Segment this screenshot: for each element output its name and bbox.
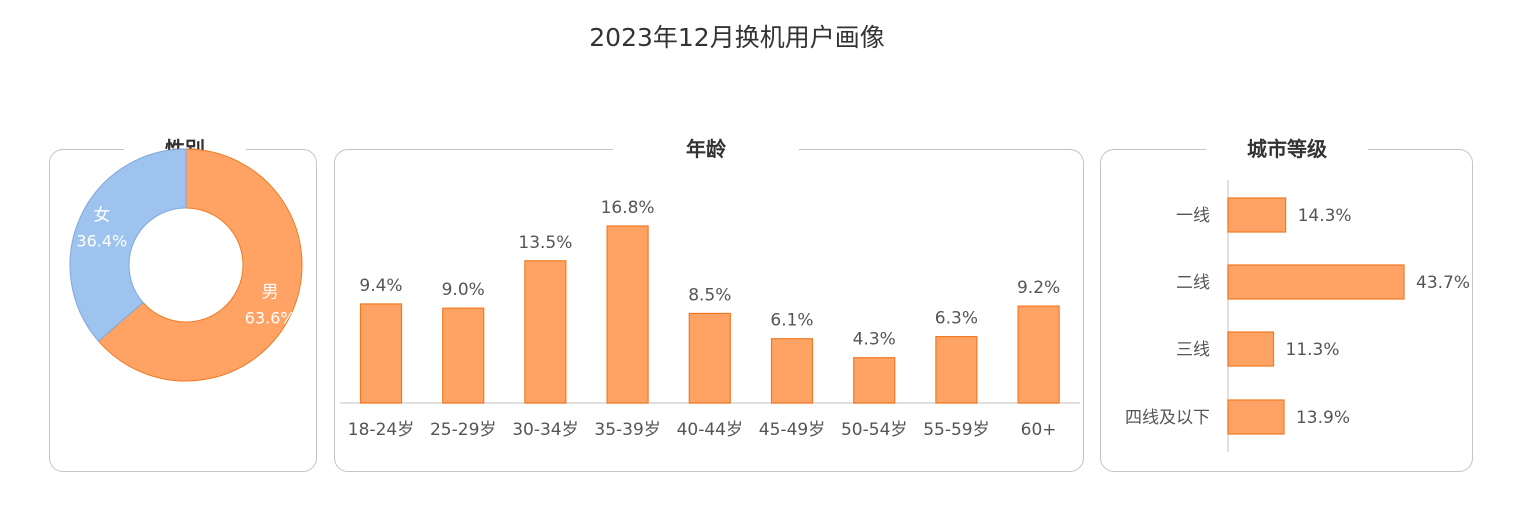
city-category-label: 四线及以下 <box>1125 408 1210 428</box>
age-bar-value-label: 6.1% <box>770 311 813 331</box>
age-panel: 年龄 9.4% 18-24岁 9.0% 25-29岁 13.5% 30-34岁 16.8% 3… <box>334 135 1084 472</box>
city-bar <box>1227 264 1405 300</box>
donut-slice-value: 36.4% <box>76 232 127 251</box>
city-category-label: 三线 <box>1176 340 1210 360</box>
age-bar <box>442 307 485 404</box>
age-bar-value-label: 8.5% <box>688 285 731 305</box>
city-category-label: 一线 <box>1176 206 1210 226</box>
age-bar <box>853 357 896 404</box>
age-category-label: 60+ <box>1021 420 1057 440</box>
city-bar-value-label: 43.7% <box>1416 273 1470 293</box>
city-panel: 城市等级 14.3% 一线 43.7% 二线 11.3% 三线 13.9% 四线及以下 <box>1100 135 1473 472</box>
age-bar <box>1017 305 1060 404</box>
age-bar <box>359 303 403 404</box>
age-category-label: 45-49岁 <box>759 420 825 440</box>
age-bar <box>935 336 978 404</box>
donut-slice-1 <box>69 148 187 342</box>
age-bar-value-label: 4.3% <box>853 330 896 350</box>
donut-slice-value: 63.6% <box>245 308 296 327</box>
city-bar <box>1227 331 1275 367</box>
city-bar-value-label: 14.3% <box>1298 206 1352 226</box>
age-category-label: 35-39岁 <box>594 420 660 440</box>
donut-slice-0 <box>97 148 303 382</box>
city-category-label: 二线 <box>1176 273 1210 293</box>
donut-slice-label: 男 <box>262 282 279 302</box>
city-bar-value-label: 13.9% <box>1296 408 1350 428</box>
age-bar-chart: 9.4% 18-24岁 9.0% 25-29岁 13.5% 30-34岁 16.8% 35-3… <box>340 198 1080 440</box>
city-bar <box>1227 197 1287 233</box>
age-bar-value-label: 16.8% <box>601 198 655 218</box>
city-bar-value-label: 11.3% <box>1286 340 1340 360</box>
age-bar-value-label: 9.4% <box>359 276 402 296</box>
donut-slice-label: 女 <box>93 206 110 226</box>
age-category-label: 18-24岁 <box>348 420 414 440</box>
age-bar <box>770 338 814 404</box>
city-bar-chart: 14.3% 一线 43.7% 二线 11.3% 三线 13.9% 四线及以下 <box>1125 180 1470 452</box>
age-category-label: 55-59岁 <box>923 420 989 440</box>
page-title: 2023年12月换机用户画像 <box>589 23 885 52</box>
age-category-label: 25-29岁 <box>430 420 496 440</box>
age-bar-value-label: 9.2% <box>1017 278 1060 298</box>
age-bar-value-label: 13.5% <box>518 233 572 253</box>
age-bar <box>688 312 731 404</box>
age-bar <box>606 225 649 404</box>
age-bar-value-label: 6.3% <box>935 309 978 329</box>
city-panel-title: 城市等级 <box>1206 135 1368 163</box>
gender-donut-chart: 男 63.6% 女 36.4% <box>69 148 303 382</box>
age-category-label: 30-34岁 <box>512 420 578 440</box>
age-bar <box>524 260 567 404</box>
age-category-label: 50-54岁 <box>841 420 907 440</box>
age-bar-value-label: 9.0% <box>442 280 485 300</box>
age-category-label: 40-44岁 <box>677 420 743 440</box>
gender-panel: 性别 男63.6%女36.4% <box>49 135 317 472</box>
age-panel-title: 年龄 <box>613 135 799 163</box>
city-bar <box>1227 399 1285 435</box>
